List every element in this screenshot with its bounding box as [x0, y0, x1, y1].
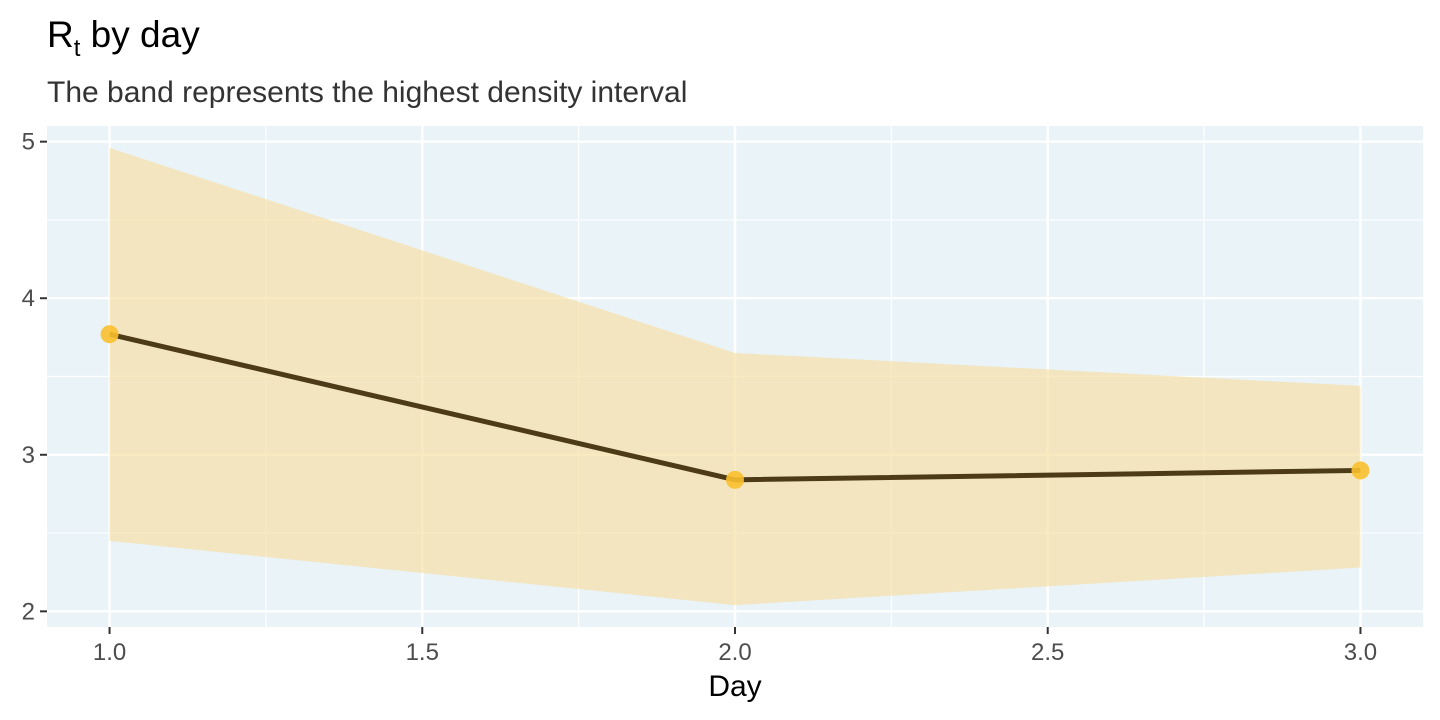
y-tick-label: 5 [22, 129, 35, 156]
chart-title-subscript: t [74, 35, 81, 62]
chart-title: Rt by day [47, 14, 200, 62]
hdi-band-layer [109, 147, 1361, 606]
chart-title-main: R [47, 14, 74, 55]
chart-subtitle: The band represents the highest density … [47, 76, 687, 109]
data-point [1351, 461, 1370, 480]
x-axis-title: Day [708, 670, 761, 703]
y-axis: 2 3 4 5 [22, 129, 47, 625]
y-tick-label: 3 [22, 442, 35, 469]
hdi-band [109, 147, 1361, 606]
y-tick-label: 4 [22, 285, 35, 312]
x-tick-label: 1.5 [406, 639, 439, 666]
x-tick-label: 2.5 [1031, 639, 1064, 666]
x-tick-label: 2.0 [718, 639, 751, 666]
y-tick-label: 2 [22, 598, 35, 625]
data-point [726, 470, 744, 489]
x-tick-label: 3.0 [1344, 639, 1377, 666]
x-tick-label: 1.0 [93, 639, 126, 666]
data-point [100, 325, 119, 344]
x-axis: 1.0 1.5 2.0 2.5 3.0 [93, 627, 1377, 666]
series-points-layer [100, 325, 1370, 489]
chart-title-rest: by day [80, 14, 200, 55]
